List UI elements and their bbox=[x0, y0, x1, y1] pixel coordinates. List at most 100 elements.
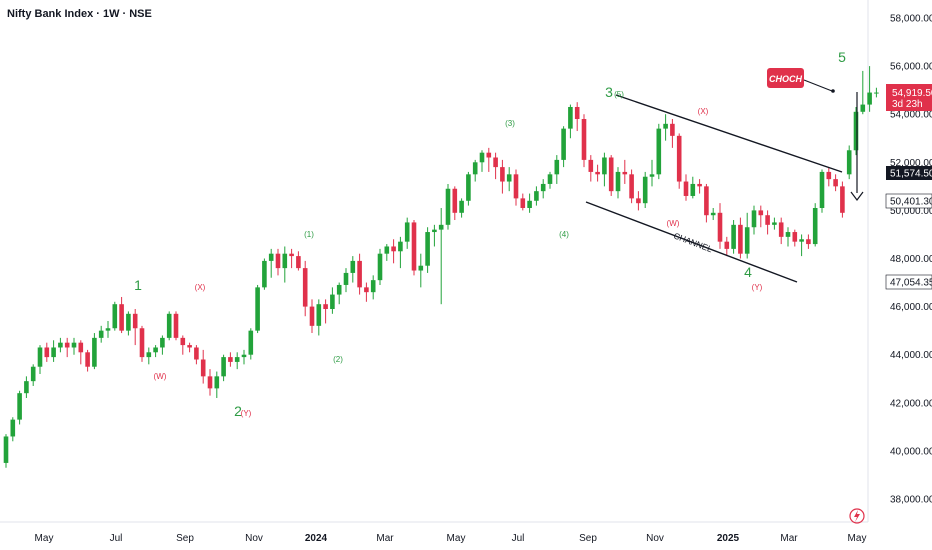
candle bbox=[840, 181, 845, 218]
candle bbox=[513, 169, 519, 206]
candle-body bbox=[85, 352, 90, 367]
candle-body bbox=[255, 287, 260, 331]
candle-body bbox=[44, 347, 50, 358]
wave-label: (3) bbox=[505, 119, 515, 128]
candle-body bbox=[51, 347, 56, 358]
candle-body bbox=[330, 294, 335, 310]
candle bbox=[58, 337, 63, 353]
candle bbox=[384, 244, 390, 261]
candle-body bbox=[316, 304, 322, 326]
candle bbox=[738, 217, 743, 259]
candle-body bbox=[629, 174, 634, 199]
candle bbox=[302, 260, 308, 317]
candle bbox=[153, 345, 158, 358]
candle bbox=[3, 434, 9, 468]
candle-body bbox=[173, 313, 179, 338]
candle bbox=[486, 147, 492, 172]
candle-body bbox=[520, 198, 526, 208]
candle bbox=[608, 155, 614, 196]
candle-body bbox=[690, 183, 696, 196]
candle bbox=[765, 210, 770, 235]
candle-body bbox=[806, 239, 811, 245]
candle-body bbox=[289, 253, 294, 257]
candle-body bbox=[200, 359, 206, 377]
candle bbox=[173, 311, 179, 341]
candle-body bbox=[309, 306, 315, 326]
candle bbox=[812, 203, 818, 247]
y-tick-label: 50,000.00 bbox=[890, 206, 932, 217]
candle bbox=[248, 328, 254, 360]
candle bbox=[51, 340, 56, 362]
y-tick-label: 46,000.00 bbox=[890, 302, 932, 313]
x-tick-label: 2025 bbox=[717, 533, 740, 544]
candle-body bbox=[778, 222, 784, 237]
current-price-label: 54,919.50 bbox=[892, 88, 932, 99]
candle-body bbox=[112, 304, 118, 329]
price-level-label: 50,401.30 bbox=[890, 197, 932, 208]
candle-body bbox=[758, 210, 764, 216]
candle bbox=[540, 179, 546, 199]
candle bbox=[452, 186, 458, 221]
candle-body bbox=[867, 92, 872, 105]
x-tick-label: Jul bbox=[110, 533, 123, 544]
lightning-glyph bbox=[854, 510, 860, 522]
candle bbox=[581, 114, 587, 168]
candle-body bbox=[241, 354, 247, 358]
candle bbox=[806, 234, 811, 249]
candle bbox=[642, 171, 648, 208]
candle-body bbox=[568, 106, 573, 129]
candle-body bbox=[622, 171, 628, 175]
wave-label: 2 bbox=[234, 403, 242, 419]
candle bbox=[778, 217, 784, 245]
candle bbox=[330, 287, 335, 314]
candle-body bbox=[207, 376, 213, 389]
candle bbox=[282, 246, 288, 283]
candle-body bbox=[364, 287, 369, 293]
candle bbox=[547, 171, 553, 189]
candle bbox=[194, 345, 199, 365]
wave-label: 4 bbox=[744, 264, 752, 280]
candle bbox=[799, 234, 804, 257]
candle bbox=[357, 253, 362, 295]
candle-body bbox=[608, 157, 614, 192]
candle-body bbox=[513, 174, 519, 199]
candle-body bbox=[404, 222, 410, 242]
candle-body bbox=[704, 186, 709, 216]
x-tick-label: Mar bbox=[376, 533, 394, 544]
candle-body bbox=[98, 330, 104, 338]
candle bbox=[126, 311, 131, 336]
candle bbox=[364, 282, 369, 302]
candle-body bbox=[819, 171, 825, 208]
candle-body bbox=[874, 92, 879, 94]
candle-body bbox=[323, 304, 328, 310]
candle bbox=[71, 337, 77, 355]
choch-label: CHOCH bbox=[769, 74, 802, 84]
candle bbox=[479, 150, 485, 172]
candle bbox=[493, 152, 498, 180]
candle bbox=[30, 364, 36, 386]
candle-body bbox=[343, 272, 349, 285]
candle-body bbox=[425, 232, 430, 266]
candle bbox=[758, 205, 764, 228]
candle-body bbox=[357, 260, 362, 288]
candle bbox=[119, 296, 124, 334]
candle-body bbox=[268, 253, 274, 261]
candle-body bbox=[840, 186, 845, 213]
candle-body bbox=[17, 393, 22, 420]
candle-body bbox=[248, 330, 254, 355]
candle bbox=[826, 167, 832, 187]
candle-body bbox=[472, 162, 478, 175]
candle bbox=[160, 335, 165, 355]
candle bbox=[17, 390, 22, 425]
candle-layer bbox=[3, 66, 879, 468]
candle bbox=[228, 352, 233, 367]
candle-body bbox=[466, 174, 471, 201]
candle bbox=[602, 152, 607, 187]
candle-body bbox=[717, 212, 723, 242]
candle bbox=[534, 186, 539, 206]
candle bbox=[520, 193, 526, 211]
candle-body bbox=[588, 159, 594, 172]
candle-body bbox=[697, 183, 702, 187]
candle bbox=[649, 159, 655, 187]
